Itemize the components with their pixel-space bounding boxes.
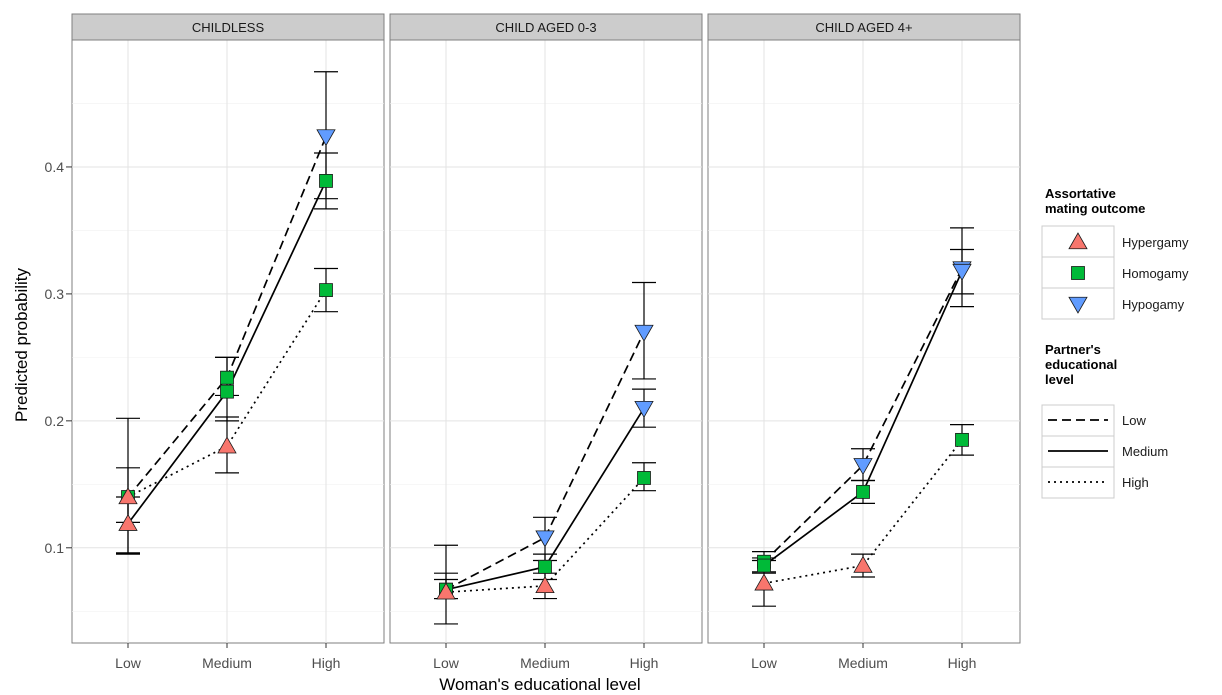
legend-label-homogamy: Homogamy xyxy=(1122,266,1189,281)
x-axis-title: Woman's educational level xyxy=(439,675,640,694)
facet-panels: CHILDLESS CHILD AGED 0-3 CHILD AGED 4+ xyxy=(71,13,1021,644)
facet-strip-label: CHILD AGED 4+ xyxy=(815,20,912,35)
y-tick-label: 0.4 xyxy=(45,159,65,175)
hypergamy-marker xyxy=(217,436,237,454)
facet-panel: CHILD AGED 0-3 xyxy=(389,13,703,644)
homogamy-marker xyxy=(220,384,234,399)
x-tick-label: High xyxy=(312,655,341,671)
panel-background xyxy=(707,39,1021,644)
hypergamy-marker xyxy=(436,582,456,600)
legend-title-mating: Assortative mating outcome xyxy=(1045,186,1145,216)
x-tick-label: High xyxy=(948,655,977,671)
series-line-low xyxy=(763,268,963,563)
y-tick-label: 0.1 xyxy=(45,540,65,556)
x-tick-label: Low xyxy=(751,655,778,671)
hypergamy-marker xyxy=(535,576,555,594)
legend: Assortative mating outcome Hypergamy Homoga… xyxy=(1041,186,1189,499)
hypergamy-marker xyxy=(754,573,774,591)
facet-strip xyxy=(707,13,1021,41)
panel-background xyxy=(71,39,385,644)
legend-label-hypergamy: Hypergamy xyxy=(1122,235,1189,250)
facet-strip-label: CHILDLESS xyxy=(192,20,265,35)
homogamy-marker xyxy=(637,471,651,485)
hypogamy-marker xyxy=(1068,296,1088,314)
x-tick-label: High xyxy=(630,655,659,671)
legend-label-partner-low: Low xyxy=(1122,413,1146,428)
hypogamy-marker xyxy=(634,324,654,342)
hypogamy-marker xyxy=(535,530,555,548)
hypogamy-marker xyxy=(316,129,336,147)
hypogamy-marker xyxy=(634,400,654,418)
hypergamy-marker xyxy=(853,555,873,573)
legend-title-line: educational xyxy=(1045,357,1117,372)
facet-strip xyxy=(389,13,703,41)
legend-label-partner-high: High xyxy=(1122,475,1149,490)
homogamy-marker xyxy=(757,558,771,573)
hypogamy-marker xyxy=(853,458,873,476)
series-line-high xyxy=(127,289,327,498)
legend-title-line: mating outcome xyxy=(1045,201,1145,216)
panel-grid xyxy=(72,40,384,643)
homogamy-marker xyxy=(1071,266,1085,280)
x-tick-label: Medium xyxy=(838,655,888,671)
y-axis-title: Predicted probability xyxy=(12,267,31,422)
hypergamy-marker xyxy=(118,513,138,531)
legend-label-partner-medium: Medium xyxy=(1122,444,1168,459)
hypergamy-marker xyxy=(1068,232,1088,250)
facet-strip-label: CHILD AGED 0-3 xyxy=(495,20,596,35)
legend-title-partner: Partner's educational level xyxy=(1045,342,1117,387)
x-tick-label: Medium xyxy=(520,655,570,671)
legend-title-line: Assortative xyxy=(1045,186,1116,201)
x-tick-label: Low xyxy=(115,655,142,671)
homogamy-marker xyxy=(319,174,333,188)
y-tick-label: 0.2 xyxy=(45,413,65,429)
y-tick-label: 0.3 xyxy=(45,286,65,302)
x-tick-label: Low xyxy=(433,655,460,671)
axes: Woman's educational level Predicted prob… xyxy=(12,159,976,694)
homogamy-marker xyxy=(319,283,333,297)
homogamy-marker xyxy=(220,370,234,385)
legend-title-line: level xyxy=(1045,372,1074,387)
homogamy-marker xyxy=(955,432,969,447)
legend-label-hypogamy: Hypogamy xyxy=(1122,297,1185,312)
panel-background xyxy=(389,39,703,644)
facet-panel: CHILDLESS xyxy=(71,13,385,644)
hypergamy-marker xyxy=(118,487,138,505)
homogamy-marker xyxy=(856,485,870,499)
hypogamy-marker xyxy=(952,263,972,281)
legend-title-line: Partner's xyxy=(1045,342,1101,357)
homogamy-marker xyxy=(538,559,552,574)
facet-panel: CHILD AGED 4+ xyxy=(707,13,1021,644)
x-tick-label: Medium xyxy=(202,655,252,671)
facet-strip xyxy=(71,13,385,41)
